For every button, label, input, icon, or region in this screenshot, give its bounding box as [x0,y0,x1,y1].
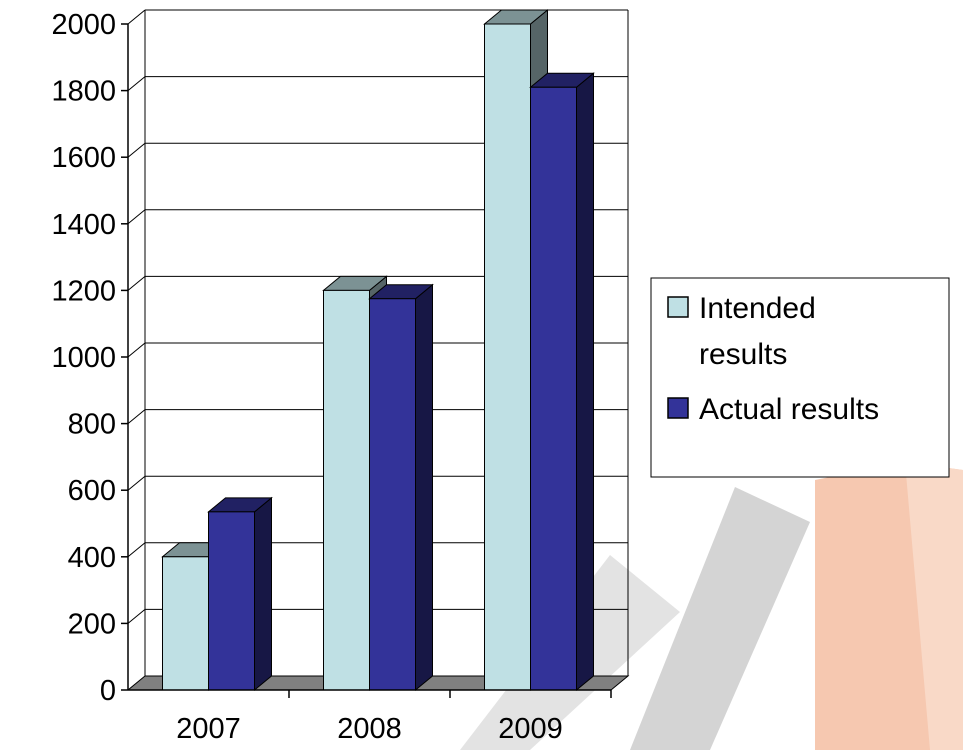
bar-front [208,511,255,691]
bar [368,283,434,692]
y-tick-label: 1000 [51,342,116,374]
bar-front [530,86,577,691]
x-tick-labels: 2007 2008 2009 [176,713,563,745]
axes [121,23,612,698]
gridline-side [127,276,146,291]
legend-label-intended-line1: Intended [699,292,816,325]
y-tick-label: 1600 [51,142,116,174]
bar-front [323,289,370,691]
gridline-side [127,9,146,25]
bar-side [415,283,433,692]
bar [529,72,595,692]
bar [207,496,273,692]
bars-group [161,8,595,692]
y-tick-label: 400 [68,542,116,574]
y-tick-labels: 0 200 400 600 800 1000 1200 1400 1600 1800 2000 [51,9,116,707]
y-tick-label: 1400 [51,209,116,241]
x-tick-label: 2007 [176,713,241,745]
gridline-side [127,209,146,225]
y-tick-label: 200 [68,608,116,640]
gridline-side [127,142,146,158]
y-tick-label: 1800 [51,76,116,108]
gridline-side [127,609,146,624]
bar-front [484,23,531,691]
legend: Intended results Actual results [650,277,950,478]
y-tick-label: 1200 [51,275,116,307]
gridline-side [127,409,146,424]
gridline-side [127,342,146,358]
legend-label-intended-line2: results [699,338,787,371]
y-tick-label: 600 [68,475,116,507]
legend-swatch-intended [667,296,689,318]
legend-swatch-actual [667,397,689,419]
gridline-side [127,542,146,558]
gridline-side [127,475,146,491]
bar-side [254,496,272,692]
decor-shape-orange-light [905,462,963,750]
bar-front [369,298,416,691]
x-tick-label: 2008 [337,713,402,745]
gridline-side [127,76,146,91]
background-decoration [460,462,963,750]
y-tick-label: 800 [68,409,116,441]
y-tick-label: 2000 [51,9,116,41]
bar-front [162,556,209,691]
x-tick-label: 2009 [498,713,563,745]
y-tick-label: 0 [100,675,116,707]
legend-label-actual: Actual results [699,393,879,426]
decor-shape-gray-right [630,487,810,750]
legend-box [650,277,950,478]
bar-side [576,72,594,692]
